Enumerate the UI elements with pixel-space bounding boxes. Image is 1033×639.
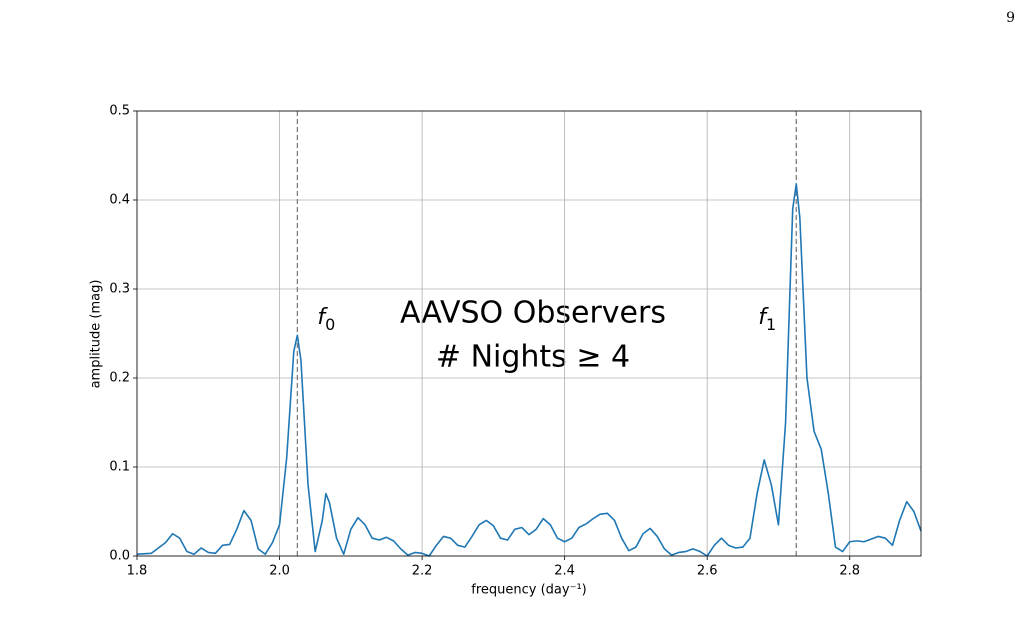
- y-tick-label: 0.4: [109, 193, 130, 208]
- x-tick-label: 2.0: [269, 564, 290, 579]
- x-tick-label: 2.6: [697, 564, 718, 579]
- marker-label: f1: [758, 305, 776, 334]
- marker-symbol: f: [317, 305, 328, 330]
- y-axis-label: amplitude (mag): [89, 280, 104, 389]
- y-tick-label: 0.0: [109, 549, 130, 564]
- plot-frame: [136, 110, 922, 557]
- x-axis-label: frequency (day⁻¹): [471, 583, 586, 598]
- x-tick-label: 2.2: [412, 564, 433, 579]
- annotation: # Nights ≥ 4: [436, 340, 630, 375]
- y-tick-label: 0.5: [109, 104, 130, 119]
- y-tick-label: 0.1: [109, 460, 130, 475]
- x-tick-label: 2.4: [554, 564, 575, 579]
- marker-subscript: 0: [325, 315, 335, 334]
- marker-label: f0: [317, 305, 335, 334]
- y-tick-label: 0.3: [109, 282, 130, 297]
- marker-symbol: f: [758, 305, 769, 330]
- line-series: [136, 183, 922, 557]
- annotation: AAVSO Observers: [400, 296, 666, 331]
- marker-subscript: 1: [766, 315, 776, 334]
- x-tick-label: 1.8: [127, 564, 148, 579]
- x-tick-label: 2.8: [839, 564, 860, 579]
- page-number: 9: [1006, 10, 1015, 26]
- y-tick-label: 0.2: [109, 371, 130, 386]
